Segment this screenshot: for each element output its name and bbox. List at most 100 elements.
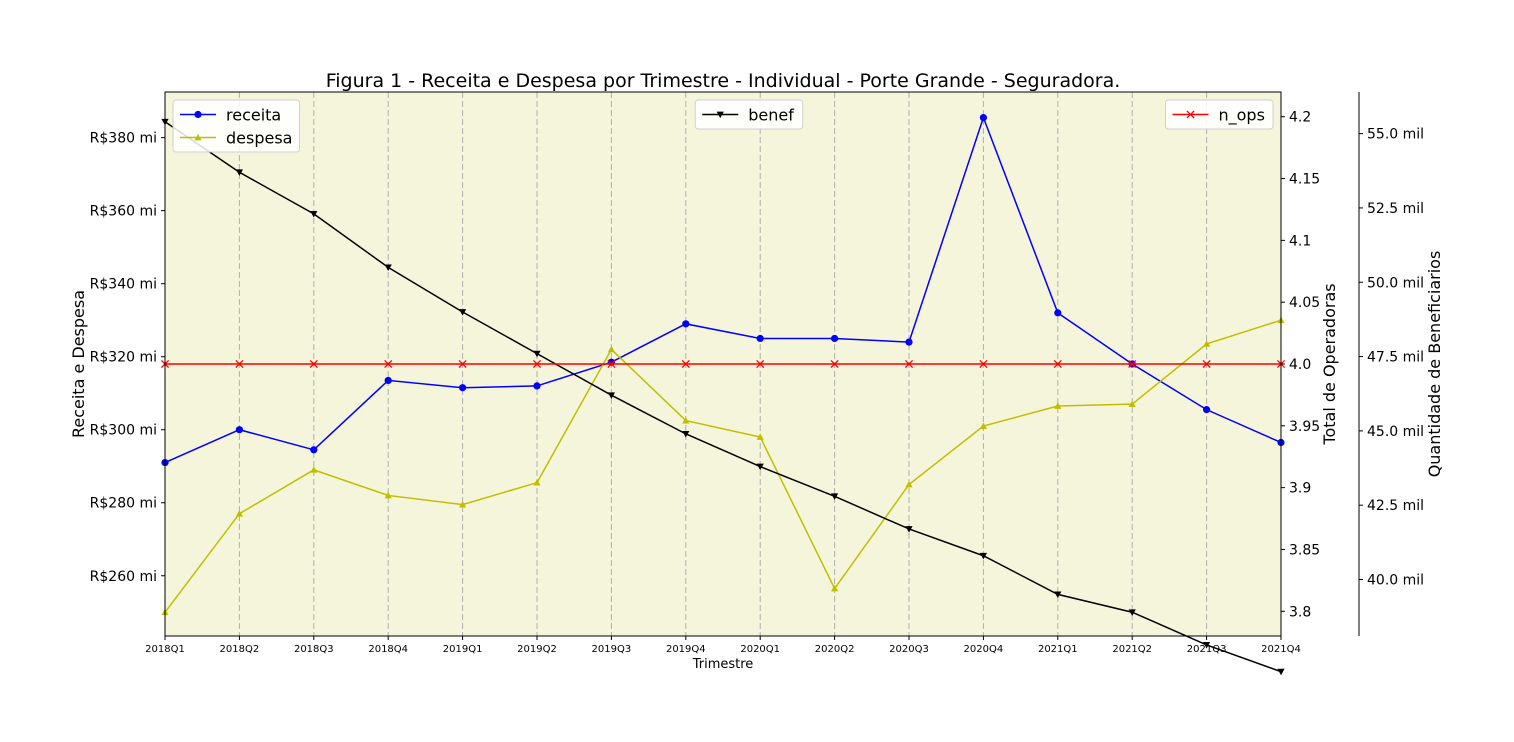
point xyxy=(235,510,243,517)
point xyxy=(194,110,202,119)
point xyxy=(1128,609,1136,616)
left-y-tick-label: R$340 mi xyxy=(90,277,157,293)
point xyxy=(459,384,467,392)
point xyxy=(310,466,318,473)
point xyxy=(384,359,393,369)
legend-upper-left: receita despesa xyxy=(172,99,300,153)
x-tick-label: 2018Q2 xyxy=(220,644,260,655)
right1-y-tick-label: 4.05 xyxy=(1289,295,1320,311)
point xyxy=(384,264,392,271)
right2-y-tick-label: 50.0 mil xyxy=(1367,275,1424,291)
legend-label: benef xyxy=(748,106,794,125)
right1-y-tick-label: 3.85 xyxy=(1289,542,1320,558)
x-tick-label: 2021Q4 xyxy=(1261,644,1301,655)
point xyxy=(831,584,839,592)
point xyxy=(1054,591,1062,598)
point xyxy=(1128,400,1136,408)
point xyxy=(607,392,615,399)
point xyxy=(459,500,467,508)
legend-upper-right: n_ops xyxy=(1165,99,1274,130)
right1-axis-label: Total de Operadoras xyxy=(1320,283,1339,445)
point xyxy=(682,430,690,438)
right2-y-tick-label: 42.5 mil xyxy=(1367,498,1424,514)
x-tick-label: 2020Q4 xyxy=(964,644,1004,655)
point xyxy=(1053,359,1062,369)
left-y-tick-label: R$260 mi xyxy=(90,569,157,585)
point xyxy=(310,210,318,218)
series-receita xyxy=(161,113,1285,467)
right1-y-tick-label: 4.0 xyxy=(1289,357,1311,373)
legend-box xyxy=(694,99,804,130)
left-axis-label: Receita e Despesa xyxy=(69,290,88,438)
point xyxy=(979,422,987,429)
point xyxy=(682,416,690,424)
x-tick-label: 2019Q2 xyxy=(517,644,557,655)
point xyxy=(905,526,913,533)
right2-y-tick-label: 45.0 mil xyxy=(1367,424,1424,440)
point xyxy=(309,359,318,369)
x-tick-label: 2020Q1 xyxy=(740,644,780,655)
right2-y-tick-label: 52.5 mil xyxy=(1367,201,1424,217)
point xyxy=(682,320,690,328)
point xyxy=(681,359,690,369)
legend-label: n_ops xyxy=(1219,106,1265,126)
point xyxy=(1203,642,1211,649)
x-tick-label: 2021Q3 xyxy=(1187,644,1227,655)
point xyxy=(458,359,467,369)
point xyxy=(979,359,988,369)
x-tick-label: 2019Q1 xyxy=(443,644,483,655)
right1-y-tick-label: 4.2 xyxy=(1289,110,1311,126)
right1-y-tick-label: 3.95 xyxy=(1289,419,1320,435)
right2-y-tick-label: 55.0 mil xyxy=(1367,127,1424,143)
point xyxy=(532,359,542,369)
series-despesa xyxy=(161,316,1285,616)
x-tick-label: 2018Q1 xyxy=(145,644,185,655)
point xyxy=(384,491,392,499)
point xyxy=(235,426,243,434)
point xyxy=(533,350,541,358)
point xyxy=(1128,359,1137,369)
point xyxy=(1186,110,1195,119)
point xyxy=(1277,668,1285,676)
point xyxy=(979,113,988,122)
point xyxy=(831,493,839,500)
point xyxy=(904,359,914,369)
point xyxy=(905,480,913,488)
point xyxy=(235,169,243,176)
point xyxy=(1054,309,1062,317)
point xyxy=(1203,406,1211,414)
x-axis-label: Trimestre xyxy=(692,657,754,672)
right2-y-tick-label: 47.5 mil xyxy=(1367,350,1424,366)
x-tick-label: 2019Q3 xyxy=(592,644,632,655)
x-tick-label: 2020Q2 xyxy=(815,644,855,655)
point xyxy=(384,376,392,385)
point xyxy=(830,359,839,369)
series-layer xyxy=(160,113,1286,676)
x-tick-label: 2018Q4 xyxy=(368,644,408,655)
chart-title: Figura 1 - Receita e Despesa por Trimest… xyxy=(326,70,1121,92)
right1-y-tick-label: 4.15 xyxy=(1289,172,1320,188)
right1-y-tick-label: 3.9 xyxy=(1289,481,1311,497)
series-line-despesa xyxy=(164,319,1282,613)
left-y-tick-label: R$380 mi xyxy=(90,131,157,147)
x-tick-label: 2020Q3 xyxy=(889,644,929,655)
series-line-receita xyxy=(164,115,1282,464)
right1-y-tick-label: 4.1 xyxy=(1289,233,1311,249)
point xyxy=(979,552,987,560)
point xyxy=(235,359,244,369)
point xyxy=(831,334,839,343)
point xyxy=(1202,359,1211,369)
legend-box xyxy=(1165,99,1274,130)
point xyxy=(194,133,202,141)
left-y-tick-label: R$360 mi xyxy=(90,204,157,220)
point xyxy=(607,359,616,369)
point xyxy=(756,463,764,471)
point xyxy=(607,345,615,353)
right1-y-tick-label: 3.8 xyxy=(1289,604,1311,620)
left-y-tick-label: R$280 mi xyxy=(90,496,157,512)
point xyxy=(905,338,913,346)
series-n_ops xyxy=(160,359,1286,369)
point xyxy=(459,309,467,316)
point xyxy=(1203,340,1211,347)
